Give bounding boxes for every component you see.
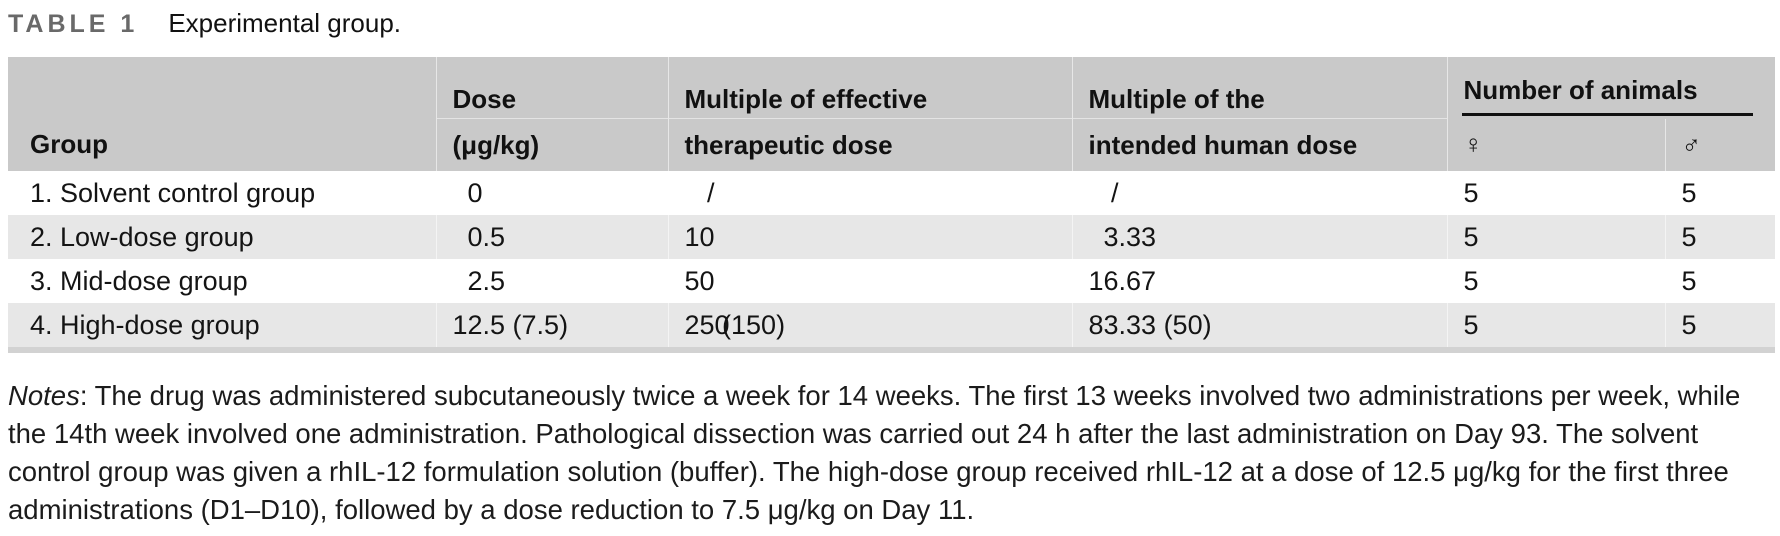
col-header-number-of-animals: Number of animals xyxy=(1446,57,1775,119)
col-header-mult-human-line2: intended human dose xyxy=(1071,118,1447,171)
cell-females: 5 xyxy=(1446,171,1665,215)
cell-females: 5 xyxy=(1446,215,1665,259)
cell-dose: 12.5 (7.5) xyxy=(435,303,668,350)
table-row: 4. High-dose group 12.5 (7.5) 250 (150) 83.… xyxy=(8,303,1775,350)
col-header-dose-line2: (μg/kg) xyxy=(435,118,668,171)
cell-males: 5 xyxy=(1664,171,1775,215)
cell-males: 5 xyxy=(1664,215,1775,259)
cell-males: 5 xyxy=(1664,303,1775,350)
cell-group: 4. High-dose group xyxy=(30,309,260,340)
header-row-top: Dose Multiple of effective Multiple of t… xyxy=(8,57,1775,119)
col-header-mult-effective-line1: Multiple of effective xyxy=(667,57,1072,119)
table-row: 1. Solvent control group 0//5 5 xyxy=(8,171,1775,215)
cell-multiple-human: / xyxy=(1071,171,1447,215)
col-header-mult-effective-line2: therapeutic dose xyxy=(667,118,1072,171)
table-caption-row: TABLE 1 Experimental group. xyxy=(8,8,1774,42)
cell-dose: 0.5 xyxy=(435,215,668,259)
table-row: 2. Low-dose group 0.5 10 3.33 5 5 xyxy=(8,215,1775,259)
notes-text: : The drug was administered subcutaneous… xyxy=(8,380,1741,525)
table-notes: Notes: The drug was administered subcuta… xyxy=(8,377,1766,529)
header-row-bottom: Group (μg/kg) therapeutic dose intended … xyxy=(8,118,1775,171)
cell-males: 5 xyxy=(1664,259,1775,303)
cell-group: 1. Solvent control group xyxy=(30,177,316,208)
col-header-female-icon: ♀ xyxy=(1446,118,1665,171)
cell-multiple-human: 3.33 xyxy=(1071,215,1447,259)
col-header-dose-line1: Dose xyxy=(435,57,668,119)
experimental-group-table: Dose Multiple of effective Multiple of t… xyxy=(8,57,1775,353)
number-of-animals-rule: Number of animals xyxy=(1461,75,1753,116)
cell-group: 2. Low-dose group xyxy=(30,221,254,252)
col-header-group: Group xyxy=(8,118,436,171)
cell-females: 5 xyxy=(1446,303,1665,350)
col-header-male-icon: ♂ xyxy=(1664,118,1775,171)
cell-dose: 2.5 xyxy=(435,259,668,303)
cell-females: 5 xyxy=(1446,259,1665,303)
table-body: 1. Solvent control group 0//5 5 2. Low-dose… xyxy=(8,171,1775,350)
cell-multiple-human: 16.67 xyxy=(1071,259,1447,303)
cell-multiple-effective: / xyxy=(667,171,1072,215)
cell-multiple-effective: 50 xyxy=(667,259,1072,303)
col-header-mult-human-line1: Multiple of the xyxy=(1071,57,1447,119)
table-row: 3. Mid-dose group 2.5 50 16.67 5 5 xyxy=(8,259,1775,303)
table-caption-text: Experimental group. xyxy=(168,8,402,38)
cell-dose: 0 xyxy=(435,171,668,215)
col-header-group-spacer xyxy=(8,57,436,119)
notes-label: Notes xyxy=(8,380,80,411)
cell-multiple-effective: 10 xyxy=(667,215,1072,259)
cell-group: 3. Mid-dose group xyxy=(30,265,248,296)
table-number-label: TABLE 1 xyxy=(8,10,139,38)
cell-multiple-effective: 250 (150) xyxy=(667,303,1072,350)
cell-multiple-human: 83.33 (50) xyxy=(1071,303,1447,350)
